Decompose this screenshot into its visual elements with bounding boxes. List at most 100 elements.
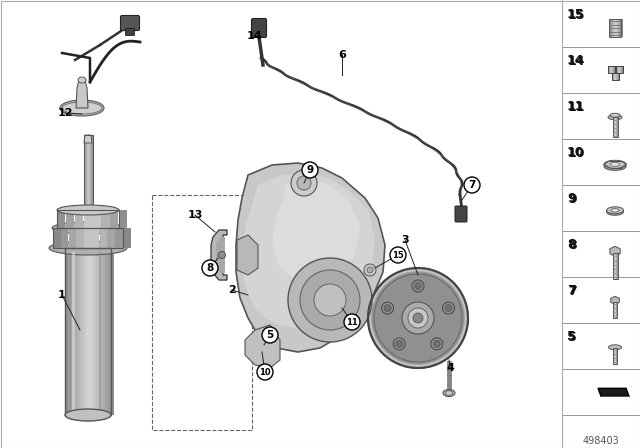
Bar — [612, 253, 614, 279]
Ellipse shape — [443, 389, 455, 396]
Text: 5: 5 — [567, 330, 576, 343]
Circle shape — [372, 272, 464, 364]
Bar — [618, 66, 619, 73]
Bar — [611, 19, 612, 37]
Bar — [119, 210, 127, 228]
Circle shape — [393, 338, 405, 350]
Bar — [68, 248, 72, 415]
Bar — [108, 248, 111, 415]
Polygon shape — [237, 235, 258, 275]
Bar — [53, 228, 123, 248]
Bar — [617, 117, 618, 137]
FancyBboxPatch shape — [125, 29, 134, 35]
Circle shape — [371, 271, 465, 365]
Bar — [614, 19, 616, 37]
Bar — [614, 348, 615, 364]
Ellipse shape — [608, 115, 622, 120]
Bar — [614, 117, 615, 137]
Bar — [617, 348, 618, 364]
Circle shape — [431, 338, 443, 350]
Bar — [615, 117, 616, 137]
Bar — [614, 66, 615, 73]
Circle shape — [218, 251, 225, 258]
Text: 13: 13 — [188, 210, 203, 220]
Bar — [616, 73, 617, 80]
Bar — [609, 19, 611, 37]
Bar — [110, 210, 118, 228]
Bar — [614, 66, 616, 73]
Ellipse shape — [604, 160, 626, 168]
Circle shape — [367, 267, 373, 273]
Bar — [88, 135, 90, 210]
Circle shape — [396, 340, 403, 347]
Text: 10: 10 — [568, 147, 586, 160]
Text: 7: 7 — [568, 285, 577, 298]
Circle shape — [371, 271, 465, 365]
Bar — [61, 228, 68, 248]
Circle shape — [413, 313, 423, 323]
Bar — [616, 19, 617, 37]
Bar — [99, 248, 102, 415]
FancyBboxPatch shape — [562, 139, 640, 185]
Circle shape — [412, 280, 424, 292]
Bar — [617, 253, 618, 279]
Polygon shape — [76, 80, 88, 108]
Ellipse shape — [609, 345, 621, 350]
Bar — [616, 117, 618, 137]
Text: 7: 7 — [468, 180, 476, 190]
Bar — [614, 302, 615, 318]
Text: 14: 14 — [568, 55, 586, 68]
FancyBboxPatch shape — [562, 231, 640, 277]
Ellipse shape — [78, 77, 86, 83]
Circle shape — [433, 340, 440, 347]
Bar — [612, 19, 614, 37]
FancyBboxPatch shape — [562, 47, 640, 93]
Bar — [612, 117, 618, 137]
Bar — [84, 228, 92, 248]
Bar — [71, 248, 74, 415]
Polygon shape — [216, 237, 225, 273]
Bar — [614, 253, 615, 279]
FancyBboxPatch shape — [562, 185, 640, 231]
Circle shape — [302, 162, 318, 178]
Text: 4: 4 — [446, 363, 454, 373]
Polygon shape — [611, 296, 620, 304]
Bar — [621, 19, 623, 37]
Circle shape — [370, 270, 466, 366]
Circle shape — [390, 247, 406, 263]
Circle shape — [408, 308, 428, 328]
Bar — [610, 19, 612, 37]
Bar — [616, 302, 617, 318]
Bar — [74, 248, 77, 415]
Bar — [89, 135, 90, 210]
Polygon shape — [236, 163, 385, 352]
Bar — [616, 253, 617, 279]
Bar — [613, 19, 615, 37]
FancyBboxPatch shape — [562, 277, 640, 323]
Circle shape — [344, 314, 360, 330]
FancyBboxPatch shape — [120, 16, 140, 30]
Text: 12: 12 — [57, 108, 73, 118]
Circle shape — [384, 305, 391, 312]
Bar — [615, 73, 616, 80]
Bar — [614, 348, 615, 364]
Bar — [615, 73, 616, 80]
Bar — [617, 73, 618, 80]
Bar — [616, 73, 618, 80]
Text: 9: 9 — [307, 165, 314, 175]
Bar — [607, 66, 609, 73]
Bar — [84, 135, 86, 210]
Bar — [615, 253, 616, 279]
Text: 3: 3 — [401, 235, 409, 245]
Bar — [614, 302, 615, 318]
Text: 498403: 498403 — [582, 436, 620, 446]
Bar — [622, 66, 623, 73]
Circle shape — [371, 271, 465, 366]
Bar — [615, 348, 616, 364]
Bar — [92, 210, 100, 228]
Bar — [90, 135, 92, 210]
Bar — [610, 66, 611, 73]
Bar — [613, 253, 614, 279]
Circle shape — [369, 270, 467, 366]
Bar — [618, 19, 620, 37]
